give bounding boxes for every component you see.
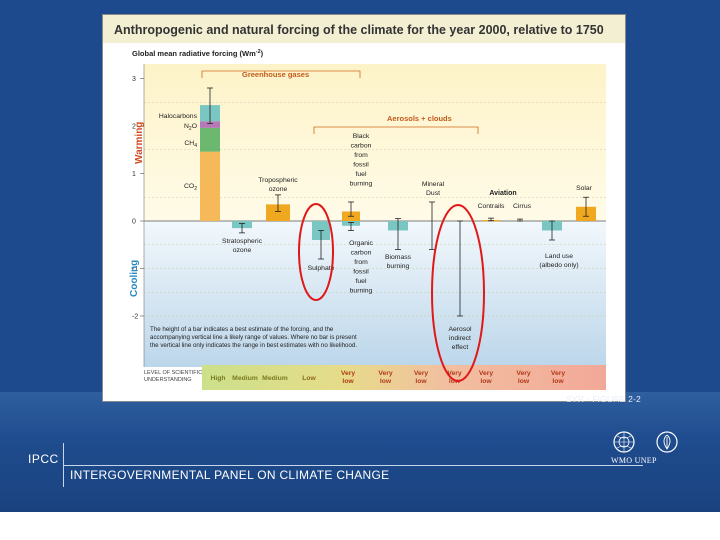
understanding-level: Very low (479, 370, 494, 385)
label-organic-carbon: Organic (349, 240, 373, 247)
highlight-sulphate-ellipse (298, 203, 334, 301)
warming-label: Warming (134, 122, 145, 164)
cooling-region (144, 221, 606, 367)
forcing-chart: Anthropogenic and natural forcing of the… (102, 14, 626, 402)
los-label-line1: LEVEL OF SCIENTIFIC (144, 370, 202, 376)
label-organic-carbon: burning (350, 288, 373, 295)
explanation-note: The height of a bar indicates a best est… (150, 326, 357, 349)
label-biomass: Biomass (385, 254, 412, 261)
understanding-level: Very low (378, 370, 393, 385)
y-tick-label: -2 (132, 314, 138, 321)
bar-ghg-n2o (200, 121, 220, 128)
label-organic-carbon: fuel (356, 278, 367, 285)
label-n2o: N2O (184, 123, 197, 132)
label-biomass: burning (387, 263, 410, 270)
y-axis: -2 -1 0 1 2 3 (132, 64, 145, 367)
figure-panel: Anthropogenic and natural forcing of the… (102, 14, 626, 402)
label-aerosol-indirect: indirect (449, 335, 471, 342)
understanding-level: Low (302, 375, 316, 382)
cooling-label: Cooling (129, 260, 140, 297)
understanding-level: Very low (447, 370, 462, 385)
understanding-level: Very low (341, 370, 356, 385)
chart-title: Anthropogenic and natural forcing of the… (114, 23, 604, 37)
label-organic-carbon: from (354, 259, 368, 266)
label-organic-carbon: fossil (353, 269, 369, 276)
highlight-aerosol-indirect-ellipse (431, 204, 485, 382)
label-black-carbon: fuel (356, 171, 367, 178)
label-halocarbons: Halocarbons (159, 113, 198, 120)
label-sulphate: Sulphate (308, 265, 335, 272)
understanding-level: Medium (232, 375, 258, 382)
label-contrails: Contrails (478, 203, 505, 210)
note-line: The height of a bar indicates a best est… (150, 326, 334, 333)
label-black-carbon: carbon (351, 143, 372, 150)
y-tick-label: 1 (132, 171, 136, 178)
bar-ghg-co2 (200, 151, 220, 221)
partners-label: WMO UNEP (611, 456, 657, 465)
understanding-strip (202, 365, 606, 390)
footer-band (0, 392, 720, 512)
label-land-use: Land use (545, 253, 573, 260)
bar-labels: Halocarbons N2O CH4 CO2 Stratospheric ozone Tr… (159, 113, 593, 351)
warming-region (144, 64, 606, 221)
label-aviation: Aviation (489, 190, 516, 197)
label-strat-ozone: Stratospheric (222, 238, 263, 245)
understanding-level: High (210, 375, 225, 382)
understanding-levels: High Medium Medium Low Very low Very low Very low… (210, 370, 565, 385)
bar-trop_ozone (266, 204, 290, 221)
ipcc-full-name: INTERGOVERNMENTAL PANEL ON CLIMATE CHANG… (70, 468, 390, 482)
note-line: the vertical line only indicates the ran… (150, 342, 357, 349)
aerosols-bracket (313, 126, 479, 134)
label-black-carbon: burning (350, 181, 373, 188)
wmo-emblem-icon (613, 431, 635, 453)
y-tick-label: 2 (132, 124, 136, 131)
label-co2: CO2 (184, 183, 197, 192)
label-black-carbon: Black (353, 133, 370, 140)
title-band (103, 15, 625, 43)
label-black-carbon: from (354, 152, 368, 159)
label-aerosol-indirect: Aerosol (448, 326, 472, 333)
label-aerosol-indirect: effect (452, 344, 469, 351)
greenhouse-label: Greenhouse gases (242, 70, 309, 79)
ipcc-abbrev: IPCC (28, 452, 59, 466)
understanding-level: Very low (516, 370, 531, 385)
note-line: accompanying vertical line a likely rang… (150, 334, 357, 341)
label-trop-ozone: Tropospheric (258, 177, 298, 184)
footer-rule (63, 465, 643, 466)
label-trop-ozone: ozone (269, 186, 288, 193)
label-black-carbon: fossil (353, 162, 369, 169)
label-solar: Solar (576, 185, 593, 192)
label-cirrus: Cirrus (513, 203, 532, 210)
y-tick-label: 0 (132, 219, 136, 226)
y-tick-label: 3 (132, 76, 136, 83)
label-strat-ozone: ozone (233, 247, 252, 254)
y-axis-label: Global mean radiative forcing (Wm-2) (132, 49, 264, 58)
figure-caption: SYR - FIGURE 2-2 (566, 394, 641, 404)
understanding-level: Very low (414, 370, 429, 385)
los-label-line2: UNDERSTANDING (144, 377, 192, 383)
understanding-level: Medium (262, 375, 288, 382)
label-organic-carbon: carbon (351, 250, 372, 257)
aerosols-label: Aerosols + clouds (387, 114, 452, 123)
label-land-use: (albedo only) (539, 262, 578, 269)
label-mineral-dust: Dust (426, 190, 440, 197)
understanding-level: Very low (551, 370, 566, 385)
label-ch4: CH4 (184, 140, 197, 149)
label-mineral-dust: Mineral (422, 181, 445, 188)
bars (200, 87, 596, 317)
unep-emblem-icon (656, 431, 678, 453)
dashed-guides (144, 102, 606, 317)
y-tick-label: -1 (132, 266, 138, 273)
greenhouse-bracket (201, 70, 361, 78)
bar-ghg-ch4 (200, 127, 220, 152)
